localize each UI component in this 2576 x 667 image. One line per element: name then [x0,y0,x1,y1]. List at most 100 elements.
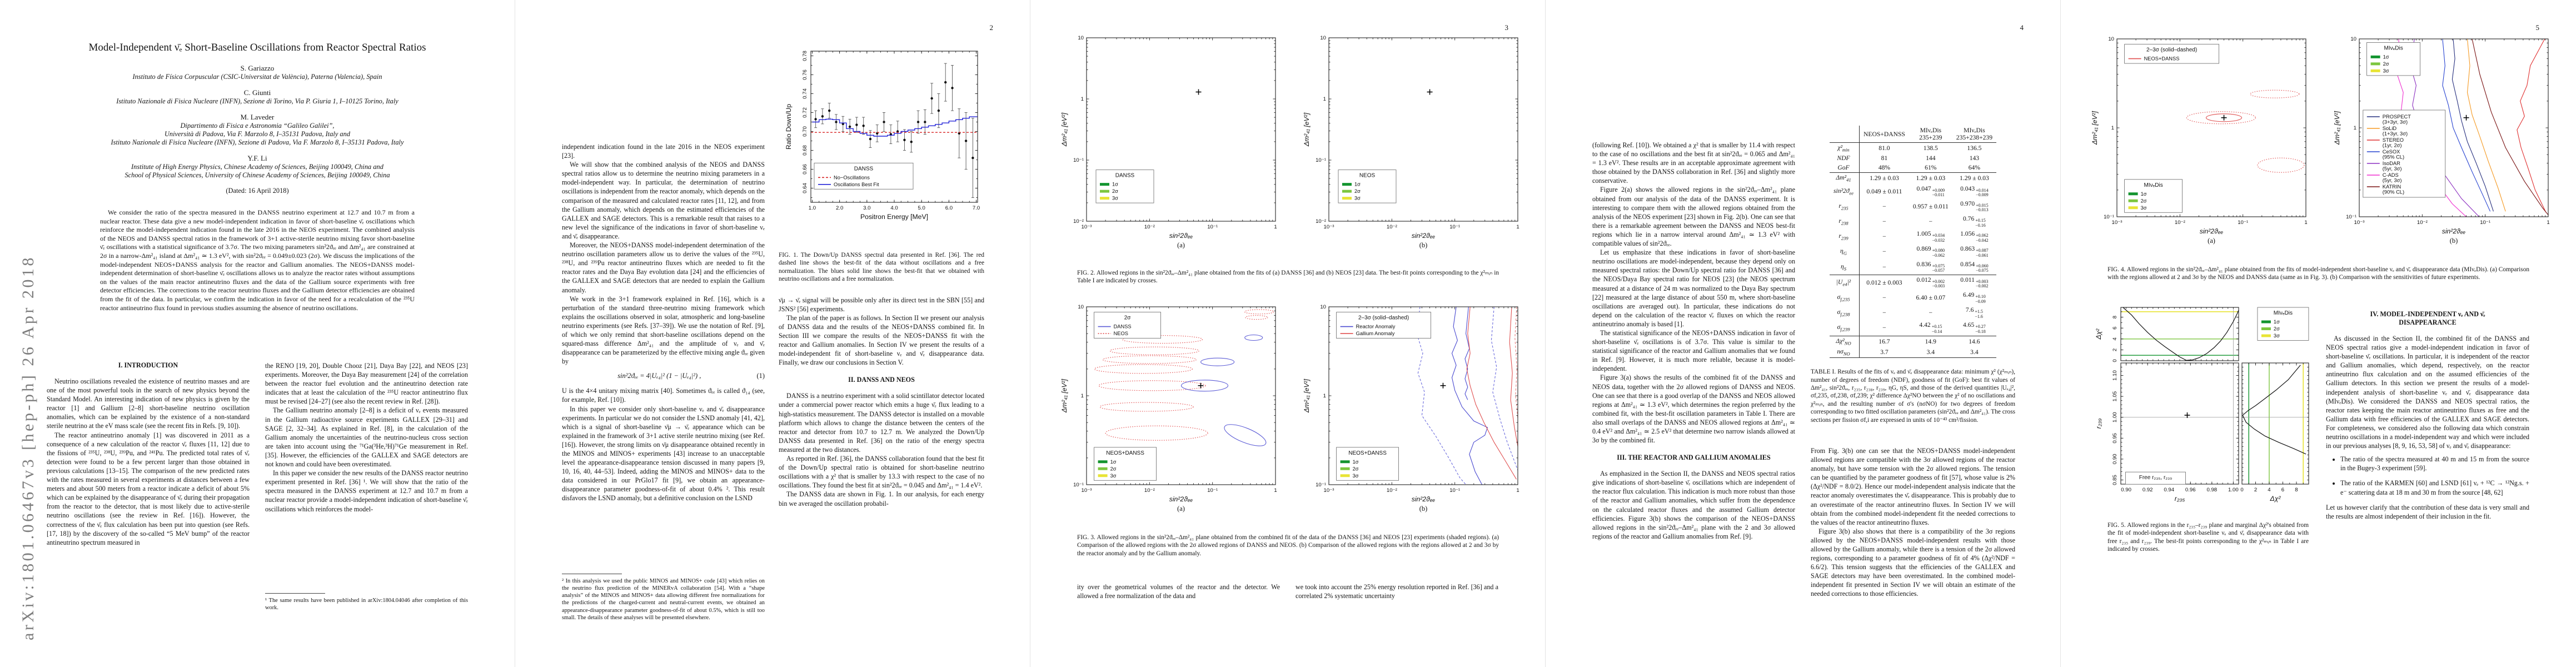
page3-columns: ity over the geometrical volumes of the … [1077,583,1498,600]
page-1: arXiv:1801.06467v3 [hep-ph] 26 Apr 2018 … [0,0,515,667]
svg-text:0.76: 0.76 [802,69,808,80]
svg-text:NEOS+DANSS: NEOS+DANSS [1348,450,1387,456]
data-list: The ratio of the spectra measured at 40 … [2329,455,2529,496]
fig3a-combined-vs-danss-neos-plot: 10⁻³ 10⁻² 10⁻¹ 1 10⁻¹ 1 10 sin²2ϑₑₑ Δm²₄₁ [eV²] (… [1060,304,1277,512]
svg-text:10⁻²: 10⁻² [2416,220,2428,226]
svg-text:0.78: 0.78 [802,51,808,61]
paragraph: Let us emphasize that these indications … [1592,248,1795,328]
svg-text:(b): (b) [1419,241,1427,249]
svg-text:(a): (a) [1177,241,1185,249]
svg-text:6.0: 6.0 [945,205,953,211]
svg-text:(a): (a) [2208,237,2215,245]
svg-text:Δχ²: Δχ² [2270,495,2281,502]
paragraph: As emphasized in the Section II, the DAN… [1592,470,1795,540]
svg-text:4.0: 4.0 [890,205,898,211]
dated-line: (Dated: 16 April 2018) [226,187,289,195]
svg-text:3σ: 3σ [2383,68,2389,73]
author-block: M. Laveder Dipartimento di Fisica e Astr… [51,113,464,147]
svg-text:3σ: 3σ [1354,196,1361,201]
svg-text:3σ: 3σ [2274,333,2280,339]
svg-text:10⁻²: 10⁻² [1073,218,1084,225]
svg-text:3σ: 3σ [1110,473,1116,479]
svg-text:3σ: 3σ [2140,205,2146,211]
column-right: IV. MODEL-INDEPENDENT νₑ AND ν̄ₑ DISAPPE… [2326,309,2529,521]
section-heading-introduction: I. INTRODUCTION [118,361,178,369]
svg-text:1: 1 [2111,125,2114,131]
paragraph: In this paper we consider only short-bas… [562,405,765,502]
svg-text:10⁻²: 10⁻² [1316,218,1327,225]
page-number: 5 [2535,23,2540,32]
paragraph: Figure 3(b) also shows that there is a c… [1811,527,2015,598]
paragraph: We work in the 3+1 framework explained i… [562,295,765,366]
svg-text:2–3σ (solid–dashed): 2–3σ (solid–dashed) [1358,315,1408,321]
svg-text:1: 1 [1516,224,1519,230]
footnote-1: ¹ The same results have been published i… [265,597,468,611]
list-item: The ratio of the spectra measured at 40 … [2340,455,2529,472]
paragraph: From Fig. 3(b) one can see that the NEOS… [1811,446,2015,526]
paragraph: We will show that the combined analysis … [562,161,765,240]
svg-text:1: 1 [2353,125,2356,131]
svg-text:0.98: 0.98 [2206,487,2217,493]
svg-text:1: 1 [1274,487,1277,494]
footnote-block: ² In this analysis we used the public MI… [562,573,765,621]
results-table: NEOS+DANSS MIνₑDis 235+239 MIνₑDis 235+238+2… [1829,126,1997,359]
svg-text:10⁻³: 10⁻³ [1323,487,1334,494]
svg-text:MIνₑDis: MIνₑDis [2144,182,2163,188]
svg-text:2σ: 2σ [2383,61,2389,67]
page-3: 3 [1030,0,1546,667]
svg-text:4: 4 [2268,487,2271,493]
svg-text:Δχ²: Δχ² [2095,328,2102,340]
svg-text:Free r₂₃₅, r₂₃₉: Free r₂₃₅, r₂₃₉ [2139,475,2172,481]
svg-text:Positron Energy [MeV]: Positron Energy [MeV] [860,213,928,221]
author-block: C. Giunti Istituto Nazionale di Fisica N… [51,88,464,106]
svg-text:Δm²₄₁ [eV²]: Δm²₄₁ [eV²] [2091,111,2099,145]
arxiv-watermark-text: arXiv:1801.06467v3 [hep-ph] 26 Apr 2018 [19,255,37,640]
svg-text:1.0: 1.0 [809,205,816,211]
svg-text:2.0: 2.0 [836,205,843,211]
svg-text:Oscillations Best Fit: Oscillations Best Fit [834,182,879,187]
svg-text:0.90: 0.90 [2121,487,2131,493]
fig1-danss-down-up-ratio-plot: 1.0 2.0 3.0 4.0 5.0 6.0 7.0 0.64 0.66 0.68 0.70 0.7… [785,51,980,221]
table1-caption: TABLE I. Results of the fits of νₑ and ν… [1811,369,2015,424]
svg-text:2: 2 [2254,487,2257,493]
fig2-caption: FIG. 2. Allowed regions in the sin²2ϑₑₑ–… [1077,270,1499,285]
svg-text:10⁻³: 10⁻³ [1081,224,1092,230]
svg-text:CeSOX: CeSOX [2382,149,2400,155]
fig4a-mivedis-vs-neos-danss-plot: 10⁻³ 10⁻² 10⁻¹ 1 10⁻¹ 1 10 sin²2ϑₑₑ Δm²₄₁ [eV²] (… [2091,36,2308,245]
svg-text:0.64: 0.64 [802,183,808,193]
svg-text:sin²2ϑₑₑ: sin²2ϑₑₑ [1169,495,1193,503]
svg-text:sin²2ϑₑₑ: sin²2ϑₑₑ [2199,227,2223,235]
author-affiliation: Università di Padova, Via F. Marzolo 8, … [164,130,351,138]
svg-text:sin²2ϑₑₑ: sin²2ϑₑₑ [1411,232,1435,240]
svg-text:0.90: 0.90 [2112,454,2118,465]
paragraph: ν̄μ → ν̄ₑ signal will be possible only a… [779,296,984,313]
fig3b-combined-vs-anomalies-plot: 10⁻³ 10⁻² 10⁻¹ 1 10⁻¹ 1 10 sin²2ϑₑₑ Δm²₄₁ [eV²] (… [1303,304,1519,512]
svg-text:10⁻¹: 10⁻¹ [1316,482,1326,488]
paper-header: Model-Independent ν̄ₑ Short-Baseline Osc… [51,41,464,312]
author-affiliation: Instituto de Física Corpuscular (CSIC-Un… [132,73,382,81]
svg-text:1: 1 [2547,220,2549,226]
svg-text:NEOS+DANSS: NEOS+DANSS [1106,450,1144,456]
svg-text:0.68: 0.68 [802,145,808,156]
paragraph: Let us however clarify that the contribu… [2326,503,2529,520]
paragraph: Neutrino oscillations revealed the exist… [47,377,250,430]
svg-text:(b): (b) [2449,237,2458,245]
section-heading-mi-disappearance: IV. MODEL-INDEPENDENT νₑ AND ν̄ₑ DISAPPE… [2370,310,2485,326]
column-right: NEOS+DANSS MIνₑDis 235+239 MIνₑDis 235+238+2… [1811,126,2015,599]
svg-text:(1yr, 2σ): (1yr, 2σ) [2382,143,2401,148]
figure-3: 10⁻³ 10⁻² 10⁻¹ 1 10⁻¹ 1 10 sin²2ϑₑₑ Δm²₄₁ [eV²] (… [1050,303,1526,558]
svg-text:Δm²₄₁ [eV²]: Δm²₄₁ [eV²] [1303,112,1311,147]
footnote-2: ² In this analysis we used the public MI… [562,578,765,621]
svg-text:10⁻³: 10⁻³ [2354,220,2364,226]
svg-text:10: 10 [2350,36,2356,42]
svg-text:10⁻²: 10⁻² [2174,220,2185,226]
svg-text:1σ: 1σ [2383,54,2389,59]
svg-text:r₂₃₉: r₂₃₉ [2095,419,2102,429]
column-left: I. INTRODUCTION Neutrino oscillations re… [47,360,250,611]
fig4-caption: FIG. 4. Allowed regions in the sin²2ϑₑₑ–… [2107,266,2529,281]
author-affiliation: Dipartimento di Fisica e Astronomia “Gal… [180,122,335,130]
author-affiliation: Istituto Nazionale di Fisica Nucleare (I… [116,97,398,105]
page-4: 4 (following Ref. [10]). We obtained a χ… [1546,0,2061,667]
